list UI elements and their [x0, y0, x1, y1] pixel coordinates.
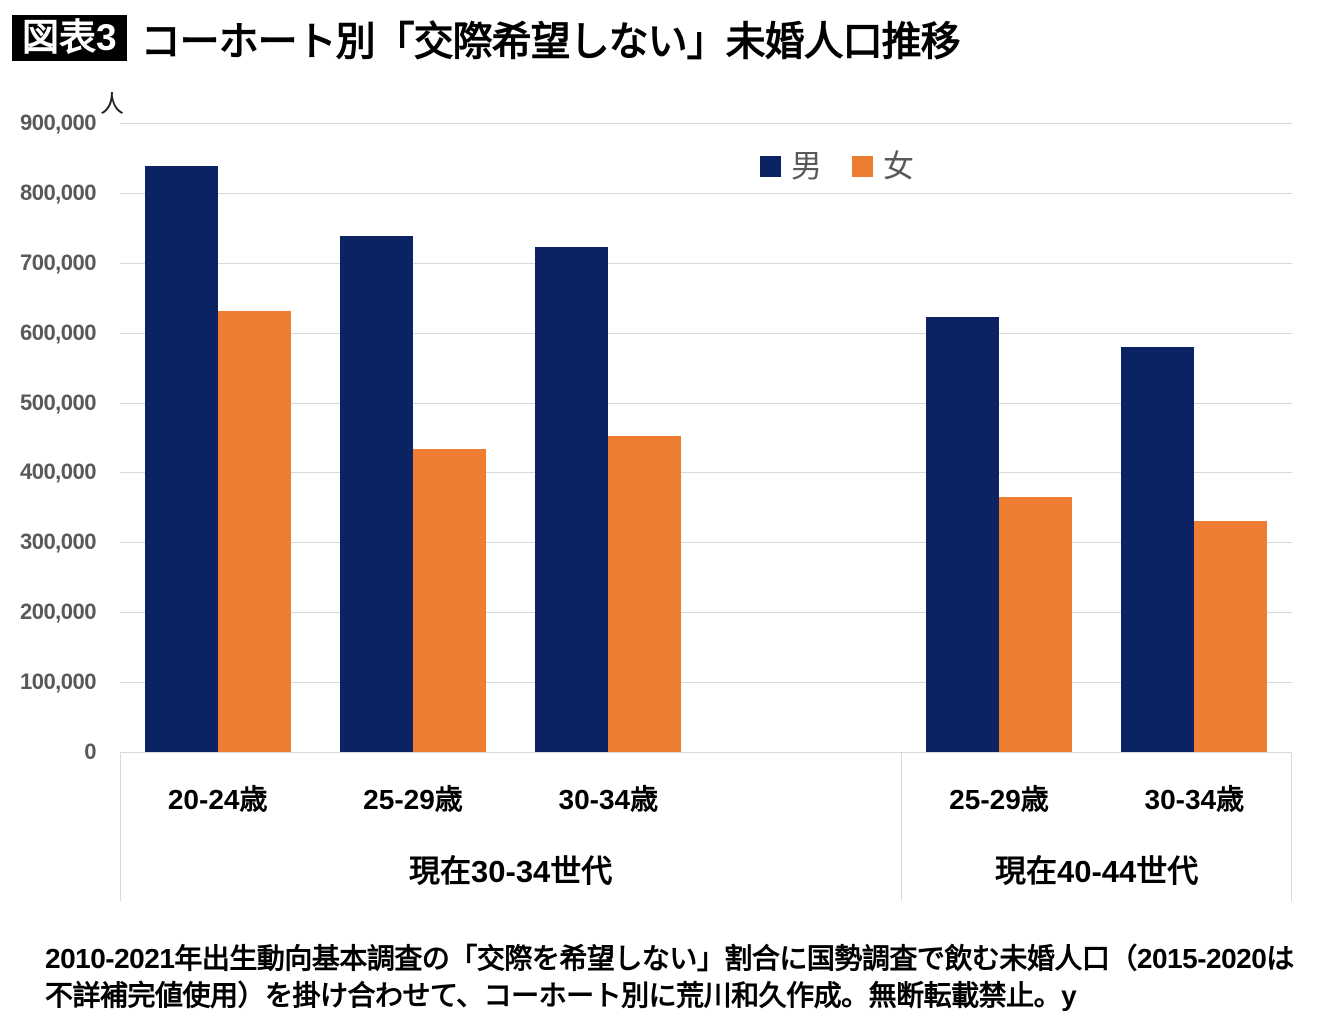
gridline — [120, 192, 1292, 194]
gridline — [120, 123, 1292, 124]
gridline — [120, 612, 1292, 614]
category-label: 25-29歳 — [363, 784, 463, 815]
y-axis: 900,000 800,000 700,000 600,000 500,000 400,0… — [0, 110, 97, 764]
y-tick-label: 800,000 — [19, 179, 97, 205]
bar-female — [413, 449, 486, 752]
axis-divider — [120, 753, 121, 901]
legend-swatch — [760, 156, 781, 177]
category-label: 30-34歳 — [558, 784, 659, 815]
axis-divider — [1291, 753, 1292, 901]
legend-swatch — [852, 156, 873, 177]
y-tick-label: 100,000 — [19, 669, 97, 695]
gridline — [120, 402, 1292, 404]
bar-male — [144, 166, 218, 752]
y-tick-label: 500,000 — [19, 389, 97, 415]
bar-female — [217, 311, 291, 752]
bar-male — [926, 316, 999, 752]
bar-female — [1194, 521, 1268, 752]
category-label: 25-29歳 — [949, 784, 1049, 815]
gridline — [120, 542, 1292, 544]
y-tick-label: 300,000 — [19, 529, 97, 555]
y-tick-label: 700,000 — [19, 249, 97, 275]
page-title: コーホート別「交際希望しない」未婚人口推移 — [140, 20, 961, 64]
y-tick-label: 400,000 — [19, 459, 97, 485]
plot-area: 男女 — [120, 123, 1292, 752]
gridline — [120, 682, 1292, 684]
bar-male — [535, 246, 609, 752]
legend: 男女 — [760, 151, 944, 182]
source-note: 2010-2021年出生動向基本調査の「交際を希望しない」割合に国勢調査で飲む未… — [45, 943, 1294, 1011]
legend-label: 女 — [883, 149, 914, 184]
y-tick-label: 900,000 — [19, 110, 97, 135]
gridline — [120, 262, 1292, 264]
group-label: 現在30-34世代 — [409, 853, 613, 889]
bar-female — [999, 496, 1072, 752]
y-tick-label: 0 — [84, 739, 96, 764]
y-axis-unit-label: 人 — [100, 91, 124, 118]
chart-titlebar: 図表3 コーホート別「交際希望しない」未婚人口推移 — [12, 9, 961, 67]
gridline — [120, 472, 1292, 474]
legend-item: 女 — [852, 151, 914, 182]
bar-male — [340, 236, 413, 752]
axis-divider — [901, 753, 903, 901]
category-label: 30-34歳 — [1144, 784, 1245, 815]
bar-female — [608, 436, 682, 752]
legend-label: 男 — [791, 149, 822, 184]
bar-male — [1121, 346, 1195, 752]
group-label: 現在40-44世代 — [995, 853, 1199, 889]
y-tick-label: 200,000 — [19, 599, 97, 625]
y-tick-label: 600,000 — [19, 319, 97, 345]
gridline — [120, 332, 1292, 334]
figure-number-badge: 図表3 — [12, 14, 127, 62]
x-axis: 20-24歳 25-29歳 30-34歳現在30-34世代 25-29歳 30-34歳現… — [120, 752, 1292, 901]
category-label: 20-24歳 — [167, 784, 268, 815]
legend-item: 男 — [760, 151, 822, 182]
